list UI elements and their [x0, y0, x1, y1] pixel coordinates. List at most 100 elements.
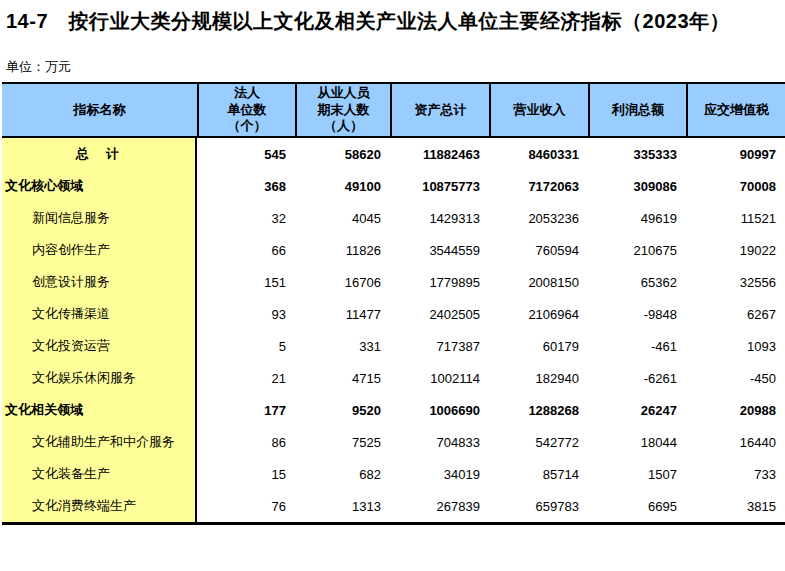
cell-value: 6695	[588, 490, 686, 522]
cell-value: 659783	[489, 490, 588, 522]
column-header-legal-units: 法人 单位数 （个）	[197, 84, 295, 136]
table-row: 文化辅助生产和中介服务8675257048335427721804416440	[2, 426, 785, 458]
table-header-row: 指标名称 法人 单位数 （个） 从业人员 期末人数 （人） 资产总计 营业收入 …	[2, 82, 785, 138]
table-body: 总 计5455862011882463846033133533390997文化核…	[2, 138, 785, 525]
cell-value: 18044	[588, 426, 686, 458]
cell-value: 2402505	[390, 298, 489, 330]
cell-value: 60179	[489, 330, 588, 362]
cell-value: -6261	[588, 362, 686, 394]
cell-value: 86	[197, 426, 295, 458]
cell-value: 66	[197, 234, 295, 266]
cell-value: 1313	[295, 490, 390, 522]
cell-value: 5	[197, 330, 295, 362]
cell-value: 1779895	[390, 266, 489, 298]
cell-value: 32556	[686, 266, 785, 298]
cell-value: 26247	[588, 394, 686, 426]
cell-value: 20988	[686, 394, 785, 426]
table-row: 文化投资运营533171738760179-4611093	[2, 330, 785, 362]
column-header-total-assets: 资产总计	[390, 84, 489, 136]
cell-value: 85714	[489, 458, 588, 490]
cell-value: -450	[686, 362, 785, 394]
column-header-indicator-name: 指标名称	[2, 84, 197, 136]
cell-value: 3544559	[390, 234, 489, 266]
cell-value: 15	[197, 458, 295, 490]
column-header-revenue: 营业收入	[489, 84, 588, 136]
cell-value: 760594	[489, 234, 588, 266]
cell-value: 3815	[686, 490, 785, 522]
row-label: 文化消费终端生产	[2, 490, 197, 522]
unit-label: 单位：万元	[6, 60, 785, 73]
cell-value: 4715	[295, 362, 390, 394]
cell-value: 11882463	[390, 138, 489, 170]
table-row: 文化娱乐休闲服务2147151002114182940-6261-450	[2, 362, 785, 394]
column-header-employees: 从业人员 期末人数 （人）	[295, 84, 390, 136]
cell-value: 1288268	[489, 394, 588, 426]
cell-value: 267839	[390, 490, 489, 522]
cell-value: 733	[686, 458, 785, 490]
cell-value: 704833	[390, 426, 489, 458]
cell-value: 19022	[686, 234, 785, 266]
cell-value: 542772	[489, 426, 588, 458]
table-row: 总 计5455862011882463846033133533390997	[2, 138, 785, 170]
cell-value: 49100	[295, 170, 390, 202]
cell-value: 16706	[295, 266, 390, 298]
cell-value: 717387	[390, 330, 489, 362]
cell-value: 7172063	[489, 170, 588, 202]
cell-value: 545	[197, 138, 295, 170]
cell-value: 90997	[686, 138, 785, 170]
row-label: 总 计	[2, 138, 197, 170]
cell-value: 7525	[295, 426, 390, 458]
row-label: 新闻信息服务	[2, 202, 197, 234]
cell-value: -9848	[588, 298, 686, 330]
cell-value: 70008	[686, 170, 785, 202]
cell-value: 2008150	[489, 266, 588, 298]
page: 14-7 按行业大类分规模以上文化及相关产业法人单位主要经济指标（2023年） …	[0, 0, 785, 571]
table-title: 14-7 按行业大类分规模以上文化及相关产业法人单位主要经济指标（2023年）	[0, 0, 785, 34]
cell-value: 177	[197, 394, 295, 426]
cell-value: 182940	[489, 362, 588, 394]
table-row: 文化核心领域3684910010875773717206330908670008	[2, 170, 785, 202]
cell-value: 58620	[295, 138, 390, 170]
cell-value: 8460331	[489, 138, 588, 170]
cell-value: 335333	[588, 138, 686, 170]
cell-value: 76	[197, 490, 295, 522]
cell-value: 2106964	[489, 298, 588, 330]
column-header-vat-payable: 应交增值税	[686, 84, 785, 136]
row-label: 文化核心领域	[2, 170, 197, 202]
statistics-table: 指标名称 法人 单位数 （个） 从业人员 期末人数 （人） 资产总计 营业收入 …	[2, 82, 785, 525]
cell-value: 16440	[686, 426, 785, 458]
cell-value: 1093	[686, 330, 785, 362]
row-label: 文化投资运营	[2, 330, 197, 362]
cell-value: 49619	[588, 202, 686, 234]
cell-value: 210675	[588, 234, 686, 266]
column-header-total-profit: 利润总额	[588, 84, 686, 136]
row-label: 文化辅助生产和中介服务	[2, 426, 197, 458]
cell-value: 32	[197, 202, 295, 234]
table-row: 创意设计服务15116706177989520081506536232556	[2, 266, 785, 298]
table-row: 文化相关领域1779520100669012882682624720988	[2, 394, 785, 426]
cell-value: 34019	[390, 458, 489, 490]
cell-value: 1006690	[390, 394, 489, 426]
cell-value: 4045	[295, 202, 390, 234]
cell-value: 1507	[588, 458, 686, 490]
cell-value: 9520	[295, 394, 390, 426]
row-label: 文化娱乐休闲服务	[2, 362, 197, 394]
cell-value: 10875773	[390, 170, 489, 202]
table-row: 新闻信息服务324045142931320532364961911521	[2, 202, 785, 234]
cell-value: 331	[295, 330, 390, 362]
cell-value: 93	[197, 298, 295, 330]
cell-value: 1002114	[390, 362, 489, 394]
cell-value: 1429313	[390, 202, 489, 234]
table-row: 文化装备生产1568234019857141507733	[2, 458, 785, 490]
cell-value: 21	[197, 362, 295, 394]
cell-value: 6267	[686, 298, 785, 330]
cell-value: 682	[295, 458, 390, 490]
cell-value: -461	[588, 330, 686, 362]
table-row: 内容创作生产6611826354455976059421067519022	[2, 234, 785, 266]
row-label: 内容创作生产	[2, 234, 197, 266]
cell-value: 368	[197, 170, 295, 202]
row-label: 文化装备生产	[2, 458, 197, 490]
row-label: 文化传播渠道	[2, 298, 197, 330]
cell-value: 11477	[295, 298, 390, 330]
table-row: 文化传播渠道931147724025052106964-98486267	[2, 298, 785, 330]
